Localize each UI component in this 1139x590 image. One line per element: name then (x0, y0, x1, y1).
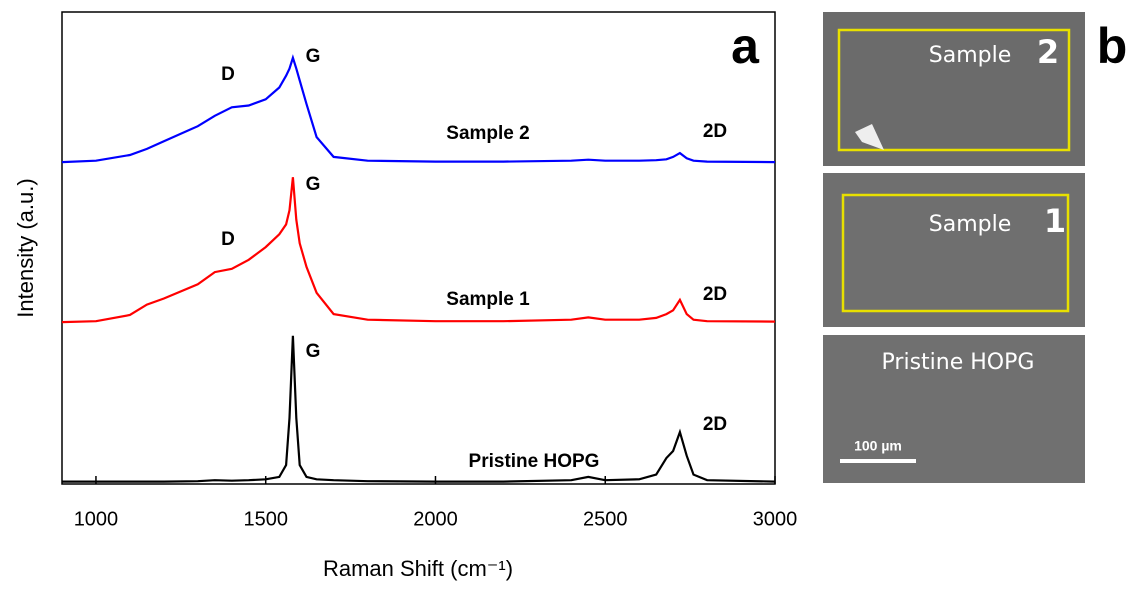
image-number: 1 (1044, 202, 1066, 240)
sem-image (823, 335, 1085, 483)
panel-label: b (1097, 18, 1128, 74)
spectrum-line (61, 54, 776, 164)
selection-box (837, 28, 1071, 152)
plot-frame (61, 11, 776, 485)
spectrum-line (62, 335, 776, 483)
image-caption: Pristine HOPG (882, 350, 1035, 375)
sem-image (823, 173, 1085, 327)
peak-label: D (221, 64, 235, 85)
peak-label: 2D (703, 414, 727, 435)
x-tick-label: 3000 (753, 508, 798, 530)
x-tick-label: 2000 (413, 508, 458, 530)
series-label: Sample 1 (446, 289, 530, 310)
peak-label: 2D (703, 121, 727, 142)
peak-label: 2D (703, 284, 727, 305)
peak-label: G (306, 46, 321, 67)
spectrum-line (61, 177, 776, 324)
image-caption: Sample (929, 43, 1012, 68)
x-tick-label: 2500 (583, 508, 628, 530)
image-number: 2 (1037, 33, 1059, 71)
scale-bar-label: 100 µm (854, 438, 902, 454)
peak-label: D (221, 229, 235, 250)
x-tick-label: 1000 (74, 508, 119, 530)
series-label: Sample 2 (446, 123, 529, 144)
selection-box (841, 193, 1070, 313)
peak-label: G (306, 341, 321, 362)
x-axis-label: Raman Shift (cm⁻¹) (323, 556, 513, 581)
debris (855, 124, 884, 150)
x-tick-label: 1500 (243, 508, 288, 530)
peak-label: G (306, 174, 321, 195)
series-label: Pristine HOPG (469, 451, 600, 472)
image-caption: Sample (929, 212, 1012, 237)
y-axis-label: Intensity (a.u.) (13, 178, 38, 317)
panel-label: a (731, 18, 760, 74)
